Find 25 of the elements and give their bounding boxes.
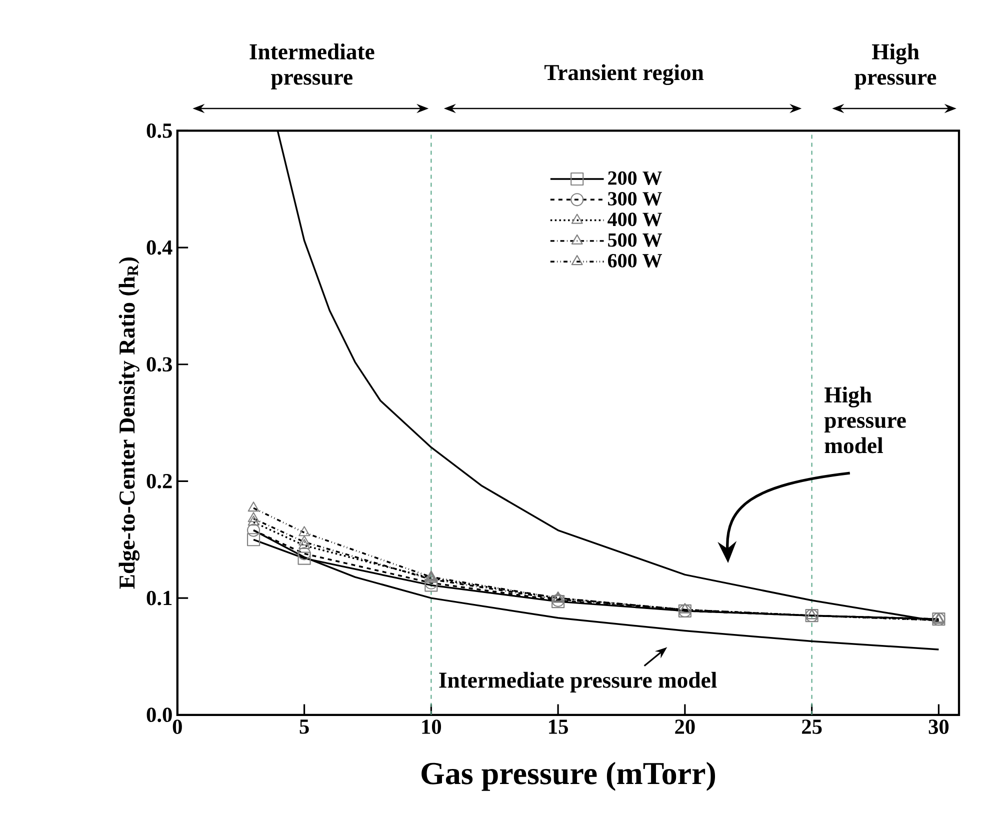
y-tick-label: 0.2 <box>146 474 172 488</box>
y-tick-label: 0.1 <box>146 590 172 606</box>
x-tick-label: 25 <box>802 720 822 734</box>
text: Intermediate pressure <box>250 44 374 90</box>
x-tick-label: 5 <box>300 720 309 734</box>
y-tick-label: 0.5 <box>146 124 172 138</box>
x-tick-label: 0 <box>172 720 182 734</box>
annotation: High pressure model <box>824 386 906 454</box>
y-axis-title: Edge-to-Center Density Ratio (h$_{R}$) <box>118 258 140 589</box>
legend-label: 600 W <box>608 254 662 268</box>
text: High pressure <box>854 44 936 90</box>
annotation: Intermediate pressure model <box>439 672 717 692</box>
y-tick-label: 0.3 <box>146 357 172 372</box>
y-tick-label: 0.0 <box>146 708 172 722</box>
x-tick-label: 30 <box>928 720 949 734</box>
legend-label: 200 W <box>608 171 662 185</box>
x-axis-title: Gas pressure (mTorr) <box>422 762 716 791</box>
y-tick-label: 0.4 <box>146 240 172 255</box>
text: Transient region <box>544 64 704 86</box>
legend-label: 300 W <box>608 192 662 206</box>
x-tick-label: 15 <box>549 720 568 734</box>
legend-label: 500 W <box>608 233 662 247</box>
x-tick-label: 10 <box>422 720 442 734</box>
x-tick-label: 20 <box>675 720 695 734</box>
legend-label: 400 W <box>608 212 662 226</box>
